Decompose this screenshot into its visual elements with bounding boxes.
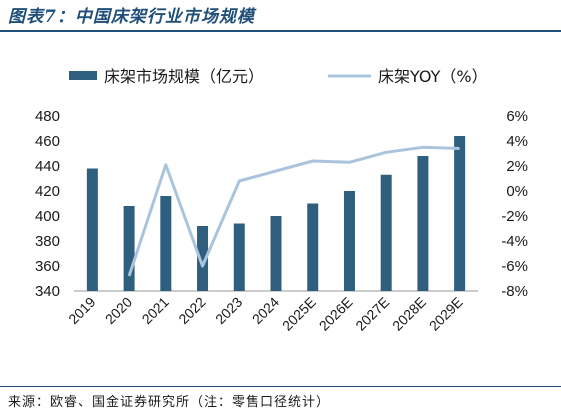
bar-2029E xyxy=(454,136,466,291)
bar-series xyxy=(86,136,466,291)
bar-2021 xyxy=(160,196,172,291)
figure-title: 图表7：中国床架行业市场规模 xyxy=(8,7,255,27)
title-divider xyxy=(0,30,561,32)
x-tick-label: 2025E xyxy=(279,294,319,334)
x-tick-label: 2019 xyxy=(65,294,98,327)
legend-bar-label: 床架市场规模（亿元） xyxy=(104,67,264,86)
left-axis-tick-label: 340 xyxy=(35,283,60,300)
right-axis-tick-label: -6% xyxy=(501,258,528,275)
yoy-line-series xyxy=(127,145,460,277)
x-axis-ticks: 2019 2020 2021 2022 2023 20242025E2026E2027E2… xyxy=(65,294,466,334)
bar-2028E xyxy=(417,156,429,291)
bar-2026E xyxy=(343,191,355,291)
chart-legend: 床架市场规模（亿元） 床架YOY（%） xyxy=(69,67,488,86)
left-axis-ticks: 340 360 380 400 420 440 460 480 xyxy=(35,108,60,300)
x-tick-label: 2028E xyxy=(389,294,429,334)
legend-line-label: 床架YOY（%） xyxy=(378,67,488,86)
x-tick-label: 2027E xyxy=(352,294,392,334)
x-tick-label: 2026E xyxy=(316,294,356,334)
left-axis-tick-label: 400 xyxy=(35,208,60,225)
legend-bar-swatch xyxy=(69,71,97,80)
bar-2027E xyxy=(380,174,392,291)
right-axis-ticks: -8% -6% -4% -2% 0% 2% 4% 6% xyxy=(501,108,528,300)
x-tick-label: 2029E xyxy=(426,294,466,334)
left-axis-tick-label: 440 xyxy=(35,158,60,175)
left-axis-tick-label: 480 xyxy=(35,108,60,125)
left-axis-tick-label: 460 xyxy=(35,133,60,150)
x-tick-label: 2020 xyxy=(102,294,135,327)
bar-2023 xyxy=(233,223,245,291)
left-axis-tick-label: 380 xyxy=(35,233,60,250)
chart: 床架市场规模（亿元） 床架YOY（%） 340 360 380 400 420 440 46… xyxy=(35,67,528,334)
left-axis-tick-label: 360 xyxy=(35,258,60,275)
right-axis-tick-label: 2% xyxy=(506,158,528,175)
x-tick-label: 2021 xyxy=(139,294,172,327)
bar-2022 xyxy=(197,226,209,291)
source-divider xyxy=(0,386,561,387)
bar-2020 xyxy=(123,206,135,291)
source-note: 来源：欧睿、国金证券研究所（注：零售口径统计） xyxy=(8,395,331,410)
x-tick-label: 2022 xyxy=(175,294,208,327)
right-axis-tick-label: 4% xyxy=(506,133,528,150)
right-axis-tick-label: 0% xyxy=(506,183,528,200)
right-axis-tick-label: 6% xyxy=(506,108,528,125)
bar-2019 xyxy=(86,168,98,291)
x-tick-label: 2024 xyxy=(249,294,282,327)
right-axis-tick-label: -8% xyxy=(501,283,528,300)
bar-2024 xyxy=(270,216,282,291)
bar-2025E xyxy=(307,203,319,291)
x-tick-label: 2023 xyxy=(212,294,245,327)
left-axis-tick-label: 420 xyxy=(35,183,60,200)
right-axis-tick-label: -2% xyxy=(501,208,528,225)
right-axis-tick-label: -4% xyxy=(501,233,528,250)
